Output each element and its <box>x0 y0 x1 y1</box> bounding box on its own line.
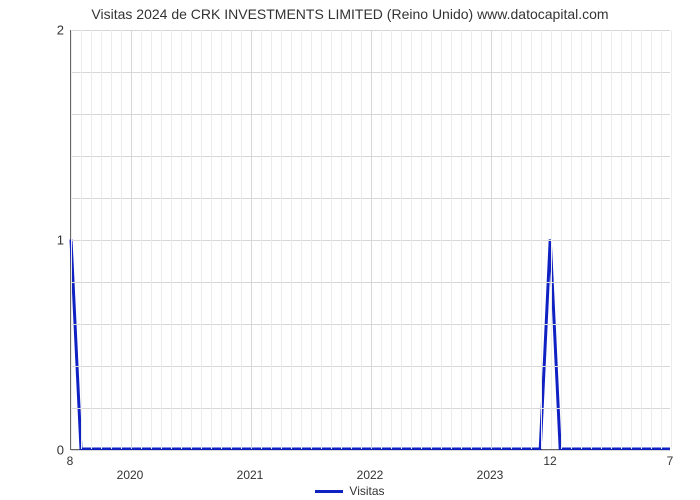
gridline-v-major <box>491 30 492 449</box>
gridline-v-minor <box>501 30 502 449</box>
x-tick-year: 2021 <box>237 468 264 482</box>
gridline-v-minor <box>431 30 432 449</box>
gridline-v-minor <box>121 30 122 449</box>
gridline-v-minor <box>611 30 612 449</box>
gridline-v-minor <box>571 30 572 449</box>
gridline-v-minor <box>221 30 222 449</box>
chart-title: Visitas 2024 de CRK INVESTMENTS LIMITED … <box>0 6 700 22</box>
x-tick-year: 2022 <box>357 468 384 482</box>
gridline-v-minor <box>311 30 312 449</box>
x-tick-year: 2020 <box>117 468 144 482</box>
gridline-v-minor <box>151 30 152 449</box>
visits-chart: Visitas 2024 de CRK INVESTMENTS LIMITED … <box>0 0 700 500</box>
gridline-v-minor <box>91 30 92 449</box>
plot-area <box>70 30 670 450</box>
gridline-v-minor <box>581 30 582 449</box>
gridline-v-minor <box>531 30 532 449</box>
gridline-v-minor <box>641 30 642 449</box>
gridline-v-minor <box>651 30 652 449</box>
gridline-v-minor <box>291 30 292 449</box>
gridline-v-minor <box>351 30 352 449</box>
y-tick-label: 2 <box>57 23 64 38</box>
x-tick-month: 8 <box>67 454 74 468</box>
gridline-v-minor <box>421 30 422 449</box>
gridline-v-minor <box>481 30 482 449</box>
gridline-v-minor <box>321 30 322 449</box>
gridline-v-minor <box>241 30 242 449</box>
gridline-v-minor <box>201 30 202 449</box>
legend-label: Visitas <box>349 484 384 498</box>
gridline-v-minor <box>381 30 382 449</box>
gridline-v-minor <box>161 30 162 449</box>
gridline-v-minor <box>71 30 72 449</box>
gridline-v-minor <box>191 30 192 449</box>
gridline-v-minor <box>541 30 542 449</box>
gridline-v-minor <box>401 30 402 449</box>
gridline-v-minor <box>661 30 662 449</box>
gridline-v-minor <box>171 30 172 449</box>
gridline-v-minor <box>411 30 412 449</box>
gridline-v-minor <box>391 30 392 449</box>
x-tick-month: 12 <box>543 454 556 468</box>
gridline-v-minor <box>141 30 142 449</box>
gridline-v-minor <box>341 30 342 449</box>
y-tick-label: 1 <box>57 233 64 248</box>
x-tick-year: 2023 <box>477 468 504 482</box>
gridline-v-minor <box>361 30 362 449</box>
gridline-v-major <box>131 30 132 449</box>
gridline-v-major <box>251 30 252 449</box>
gridline-v-minor <box>591 30 592 449</box>
gridline-v-minor <box>101 30 102 449</box>
gridline-v-minor <box>671 30 672 449</box>
gridline-v-minor <box>551 30 552 449</box>
gridline-v-minor <box>461 30 462 449</box>
gridline-v-minor <box>561 30 562 449</box>
gridline-v-minor <box>301 30 302 449</box>
legend: Visitas <box>0 484 700 498</box>
x-tick-month: 7 <box>667 454 674 468</box>
gridline-v-minor <box>211 30 212 449</box>
gridline-v-minor <box>271 30 272 449</box>
y-tick-label: 0 <box>57 443 64 458</box>
gridline-v-minor <box>471 30 472 449</box>
gridline-v-minor <box>111 30 112 449</box>
gridline-v-minor <box>231 30 232 449</box>
gridline-v-major <box>371 30 372 449</box>
gridline-v-minor <box>441 30 442 449</box>
gridline-v-minor <box>511 30 512 449</box>
gridline-v-minor <box>621 30 622 449</box>
gridline-v-minor <box>631 30 632 449</box>
gridline-v-minor <box>81 30 82 449</box>
legend-swatch <box>315 490 343 493</box>
gridline-h <box>71 450 670 451</box>
gridline-v-minor <box>181 30 182 449</box>
gridline-v-minor <box>521 30 522 449</box>
gridline-v-minor <box>601 30 602 449</box>
gridline-v-minor <box>261 30 262 449</box>
gridline-v-minor <box>331 30 332 449</box>
gridline-v-minor <box>281 30 282 449</box>
gridline-v-minor <box>451 30 452 449</box>
